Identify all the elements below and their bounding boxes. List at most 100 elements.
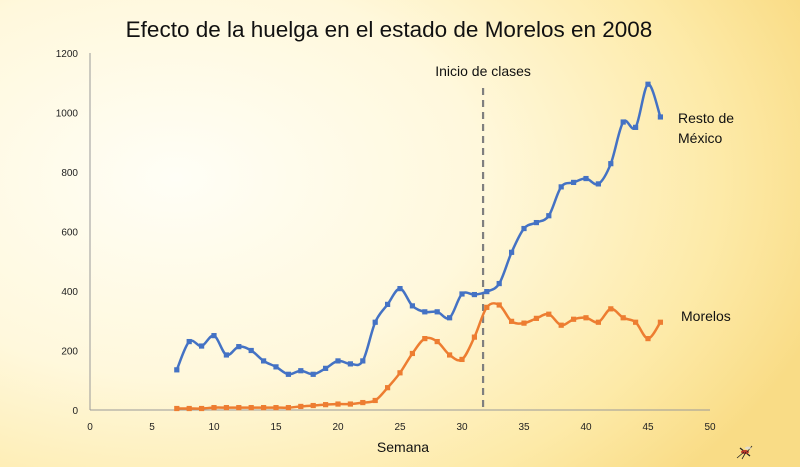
annotation-layer: Inicio de clases (435, 63, 531, 410)
data-point (347, 401, 353, 407)
data-point (397, 370, 403, 376)
data-point (186, 338, 192, 345)
data-point (323, 402, 329, 408)
y-tick-label: 600 (61, 228, 78, 239)
data-point (533, 219, 539, 226)
x-tick-label: 35 (518, 422, 530, 433)
y-tick-label: 200 (61, 347, 78, 358)
data-point (261, 358, 267, 364)
data-point (174, 367, 180, 373)
data-point (174, 405, 180, 412)
data-point (223, 352, 229, 358)
data-point (347, 361, 353, 367)
data-point (657, 319, 663, 325)
data-point (620, 315, 626, 321)
data-point (285, 371, 291, 377)
data-point (335, 358, 341, 364)
x-tick-label: 20 (332, 422, 344, 433)
data-point (409, 303, 415, 309)
data-point (360, 399, 366, 406)
data-point (335, 401, 341, 407)
data-point (558, 184, 564, 190)
data-point (434, 338, 440, 345)
series-layer (174, 81, 663, 412)
x-tick-label: 40 (580, 422, 592, 433)
data-point (248, 347, 254, 354)
data-point (583, 175, 589, 182)
data-point (608, 161, 614, 167)
data-point (608, 306, 614, 312)
chart-axes (89, 53, 710, 411)
tick-labels: 0 5 10 15 20 25 30 35 40 45 50 0 200 400 600 800 1000 120… (56, 49, 716, 433)
mosquito-logo (736, 445, 753, 460)
data-point (223, 405, 229, 411)
y-tick-label: 0 (72, 406, 78, 417)
x-tick-label: 45 (642, 422, 654, 433)
data-point (645, 81, 651, 87)
data-point (261, 405, 267, 411)
data-point (273, 364, 279, 370)
data-point (595, 319, 601, 325)
data-point (558, 322, 564, 328)
data-point (521, 320, 527, 326)
series-label: Morelos (681, 308, 731, 324)
data-point (484, 288, 490, 295)
chart-title: Efecto de la huelga en el estado de More… (126, 17, 653, 42)
data-point (372, 319, 378, 325)
data-point (298, 403, 304, 410)
data-point (397, 286, 403, 292)
y-tick-label: 800 (61, 168, 78, 179)
y-tick-label: 400 (61, 287, 78, 298)
data-point (521, 225, 527, 232)
x-tick-label: 50 (704, 422, 716, 433)
data-point (372, 397, 378, 404)
data-point (620, 119, 626, 125)
data-point (409, 350, 415, 357)
annotation-text: Inicio de clases (435, 63, 531, 79)
data-point (645, 336, 651, 342)
series-line-0 (175, 82, 662, 376)
data-point (471, 334, 477, 340)
series-label: Resto de (678, 110, 734, 126)
data-point (385, 385, 391, 391)
data-point (533, 315, 539, 321)
data-point (496, 280, 502, 287)
data-point (199, 343, 205, 349)
data-point (422, 336, 428, 342)
data-point (385, 301, 391, 307)
data-point (484, 304, 490, 310)
data-point (509, 318, 515, 324)
data-point (595, 181, 601, 187)
series-line-1 (176, 302, 662, 410)
data-point (571, 179, 577, 186)
x-tick-label: 30 (456, 422, 468, 433)
data-point (459, 291, 465, 297)
data-point (509, 249, 515, 255)
data-point (583, 315, 589, 321)
data-point (633, 124, 639, 130)
data-point (546, 213, 552, 219)
data-point (211, 405, 217, 411)
data-point (273, 405, 279, 411)
x-tick-label: 10 (208, 422, 220, 433)
y-tick-label: 1000 (56, 109, 79, 120)
series-label: México (678, 130, 723, 146)
data-point (199, 405, 205, 412)
x-tick-label: 5 (149, 422, 155, 433)
data-point (186, 405, 192, 412)
data-point (310, 402, 316, 409)
data-point (447, 352, 453, 358)
x-tick-label: 0 (87, 422, 93, 433)
x-tick-label: 15 (270, 422, 282, 433)
data-point (546, 311, 552, 317)
data-point (248, 405, 254, 411)
data-point (285, 405, 291, 411)
series-labels: Resto de México Morelos (678, 110, 734, 324)
data-point (323, 365, 329, 371)
data-point (211, 333, 217, 339)
x-tick-label: 25 (394, 422, 406, 433)
data-point (422, 309, 428, 315)
x-axis-label: Semana (377, 439, 429, 455)
y-tick-label: 1200 (56, 49, 79, 60)
